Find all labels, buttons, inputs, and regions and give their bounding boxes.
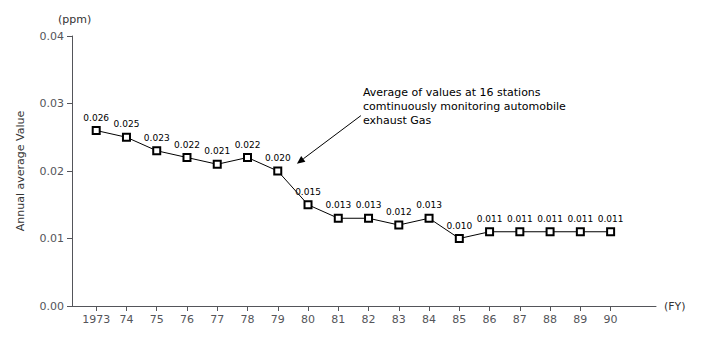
- svg-text:0.010: 0.010: [446, 221, 472, 231]
- svg-text:0.020: 0.020: [265, 153, 291, 163]
- svg-text:0.022: 0.022: [235, 140, 261, 150]
- svg-text:0.011: 0.011: [477, 214, 503, 224]
- svg-text:0.011: 0.011: [537, 214, 563, 224]
- svg-text:0.013: 0.013: [325, 200, 351, 210]
- svg-text:79: 79: [271, 313, 285, 326]
- svg-text:comtinuously monitoring automo: comtinuously monitoring automobile: [363, 100, 566, 113]
- svg-text:0.013: 0.013: [416, 200, 442, 210]
- svg-text:1973: 1973: [82, 313, 110, 326]
- svg-text:0.026: 0.026: [83, 113, 109, 123]
- svg-text:(FY): (FY): [664, 300, 686, 313]
- svg-text:80: 80: [301, 313, 315, 326]
- svg-text:83: 83: [392, 313, 406, 326]
- svg-text:84: 84: [422, 313, 436, 326]
- svg-text:0.02: 0.02: [40, 165, 65, 178]
- svg-text:0.012: 0.012: [386, 207, 412, 217]
- svg-text:0.04: 0.04: [40, 30, 65, 43]
- svg-text:85: 85: [452, 313, 466, 326]
- svg-text:Annual average Value: Annual average Value: [14, 111, 27, 232]
- svg-text:86: 86: [483, 313, 497, 326]
- svg-text:0.03: 0.03: [40, 97, 65, 110]
- svg-text:Average of values at 16 statio: Average of values at 16 stations: [363, 86, 541, 99]
- svg-text:78: 78: [241, 313, 255, 326]
- svg-text:82: 82: [362, 313, 376, 326]
- svg-text:0.013: 0.013: [356, 200, 382, 210]
- svg-text:0.011: 0.011: [567, 214, 593, 224]
- svg-text:88: 88: [543, 313, 557, 326]
- svg-text:0.01: 0.01: [40, 232, 65, 245]
- svg-text:0.025: 0.025: [114, 119, 140, 129]
- svg-text:0.00: 0.00: [40, 300, 65, 313]
- svg-text:90: 90: [604, 313, 618, 326]
- svg-text:0.015: 0.015: [295, 187, 321, 197]
- svg-text:0.022: 0.022: [174, 140, 200, 150]
- svg-text:89: 89: [573, 313, 587, 326]
- svg-text:0.011: 0.011: [507, 214, 533, 224]
- svg-text:75: 75: [150, 313, 164, 326]
- svg-text:77: 77: [210, 313, 224, 326]
- svg-text:76: 76: [180, 313, 194, 326]
- svg-text:exhaust Gas: exhaust Gas: [363, 114, 432, 127]
- svg-text:(ppm): (ppm): [58, 13, 91, 26]
- svg-text:0.021: 0.021: [204, 146, 230, 156]
- svg-text:0.011: 0.011: [598, 214, 624, 224]
- svg-text:0.023: 0.023: [144, 133, 170, 143]
- svg-text:87: 87: [513, 313, 527, 326]
- svg-text:81: 81: [331, 313, 345, 326]
- svg-text:74: 74: [119, 313, 133, 326]
